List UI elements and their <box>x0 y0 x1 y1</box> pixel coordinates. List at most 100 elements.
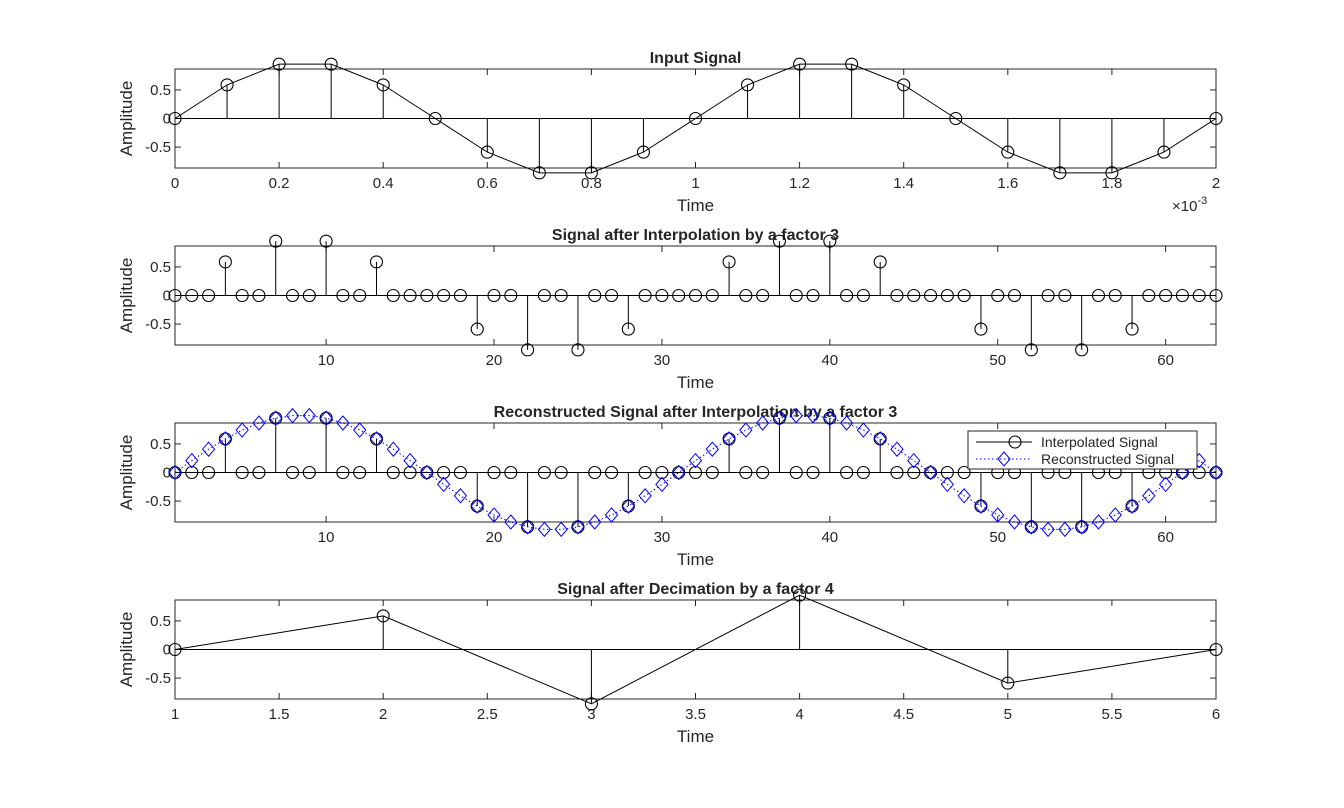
data-point <box>532 166 546 180</box>
data-point <box>789 288 803 303</box>
data-point <box>957 465 971 480</box>
x-tick-label: 1.2 <box>789 175 810 192</box>
data-point <box>1058 521 1072 538</box>
data-point <box>487 507 501 523</box>
y-tick-label: -0.5 <box>145 493 171 510</box>
x-tick-label: 20 <box>486 529 503 546</box>
data-point <box>991 507 1005 523</box>
data-point <box>856 422 871 438</box>
data-point <box>571 343 585 357</box>
data-point <box>1142 487 1156 504</box>
data-point <box>453 465 467 480</box>
data-point <box>1091 514 1106 530</box>
data-point <box>1209 464 1223 481</box>
data-point <box>740 78 755 92</box>
x-exponent-label: ×10-3 <box>1172 195 1207 215</box>
data-point <box>672 288 686 303</box>
series-1 <box>168 234 1223 357</box>
subplot-2: 10 20 30 40 50 60 -0.5 0 0.5 Signal after Interpo… <box>117 227 1223 392</box>
x-axis-label: Time <box>677 550 714 569</box>
data-point <box>957 288 971 303</box>
data-point <box>756 415 770 431</box>
x-tick-label: 1.4 <box>893 175 914 192</box>
data-point <box>1091 288 1106 303</box>
y-axis-label: Amplitude <box>117 612 136 688</box>
data-point <box>202 288 216 303</box>
data-point <box>336 288 350 303</box>
data-point <box>1007 288 1022 303</box>
data-point <box>823 410 837 426</box>
data-point <box>772 410 787 426</box>
x-tick-label: 30 <box>654 529 671 546</box>
data-point <box>604 465 619 480</box>
data-point <box>1192 465 1206 480</box>
y-tick-label: 0 <box>163 111 171 128</box>
x-exponent-base: ×10 <box>1172 198 1197 215</box>
data-point <box>890 288 904 303</box>
y-tick-label: -0.5 <box>145 316 171 333</box>
subplot-title: Reconstructed Signal after Interpolation… <box>494 404 898 421</box>
data-point <box>554 521 568 538</box>
data-point <box>168 464 182 481</box>
data-point <box>705 288 719 303</box>
x-tick-label: 10 <box>318 529 335 546</box>
series-2 <box>168 407 1223 538</box>
data-point <box>319 234 333 248</box>
data-point <box>369 431 384 447</box>
x-tick-label: 50 <box>989 529 1006 546</box>
data-point <box>201 441 216 458</box>
data-point <box>285 407 300 424</box>
series-line <box>174 63 1217 174</box>
x-axis-label: Time <box>677 727 714 746</box>
legend-label: Interpolated Signal <box>1041 434 1158 450</box>
data-point <box>218 431 233 447</box>
data-point <box>636 145 651 159</box>
data-point <box>353 288 367 303</box>
data-point <box>235 465 249 480</box>
x-tick-label: 40 <box>821 529 838 546</box>
x-tick-label: 60 <box>1157 529 1174 546</box>
data-point <box>621 322 635 336</box>
data-point <box>584 697 598 711</box>
data-point <box>252 415 266 431</box>
data-point <box>907 452 921 469</box>
data-point <box>185 465 199 480</box>
data-point <box>386 441 400 458</box>
data-point <box>1041 521 1055 538</box>
data-point <box>840 465 854 480</box>
data-point <box>386 288 400 303</box>
data-point <box>655 476 669 493</box>
data-point <box>1175 464 1190 481</box>
data-point <box>504 288 518 303</box>
x-tick-label: 20 <box>486 352 503 369</box>
legend-swatch-marker <box>997 451 1011 467</box>
data-point <box>1105 166 1119 180</box>
x-tick-label: 1.5 <box>269 706 290 723</box>
y-tick-label: 0.5 <box>150 613 171 630</box>
data-point <box>688 452 703 469</box>
data-point <box>437 288 451 303</box>
data-point <box>756 288 770 303</box>
x-tick-label: 1 <box>171 706 179 723</box>
data-point <box>789 465 803 480</box>
data-point <box>949 111 963 126</box>
data-point <box>235 288 249 303</box>
data-point <box>638 465 652 480</box>
data-point <box>1108 507 1122 523</box>
data-point <box>470 498 484 514</box>
x-tick-label: 2 <box>379 706 387 723</box>
data-point <box>285 288 300 303</box>
y-tick-label: -0.5 <box>145 670 171 687</box>
x-tick-label: 40 <box>821 352 838 369</box>
x-tick-label: 3 <box>587 706 595 723</box>
data-point <box>453 288 467 303</box>
data-point <box>588 465 602 480</box>
data-point <box>897 78 911 92</box>
data-point <box>688 465 703 480</box>
series-1 <box>168 57 1223 180</box>
data-point <box>319 410 333 426</box>
data-point <box>185 288 199 303</box>
data-point <box>588 514 602 530</box>
data-point <box>252 288 266 303</box>
